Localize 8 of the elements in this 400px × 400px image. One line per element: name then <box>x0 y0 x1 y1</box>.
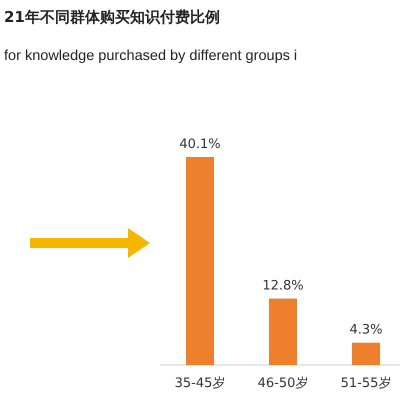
chart-subtitle: for knowledge purchased by different groups i <box>4 48 298 64</box>
chart-title: 21年不同群体购买知识付费比例 <box>4 8 220 26</box>
x-tick-label: 51-55岁 <box>340 376 392 391</box>
data-label: 12.8% <box>262 278 304 294</box>
data-label: 40.1% <box>179 137 221 152</box>
x-tick-label: 46-50岁 <box>258 376 308 391</box>
x-tick-label: 35-45岁 <box>174 376 226 391</box>
data-label: 4.3% <box>349 322 383 338</box>
